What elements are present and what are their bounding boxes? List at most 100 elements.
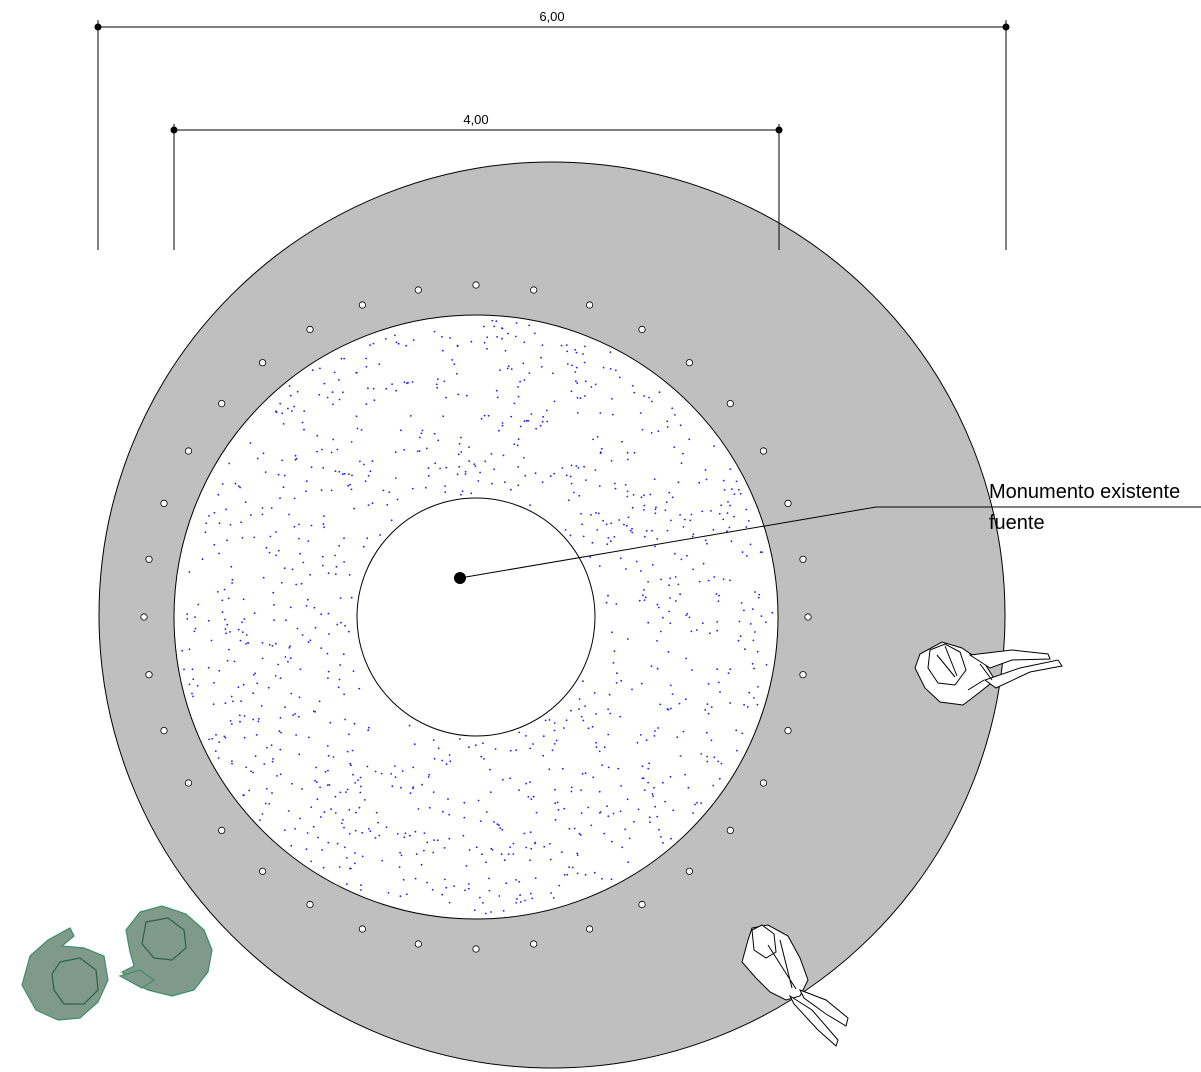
planting-dot — [729, 668, 732, 671]
planting-dot — [326, 652, 329, 655]
planting-dot — [710, 706, 713, 708]
planting-dot — [386, 504, 389, 506]
planting-dot — [509, 749, 512, 752]
planting-dot — [258, 718, 260, 720]
planting-dot — [309, 573, 311, 576]
planting-dot — [712, 528, 715, 531]
planting-dot — [566, 363, 569, 365]
planting-dot — [614, 487, 617, 490]
planting-dot — [483, 414, 486, 417]
planting-dot — [615, 603, 618, 605]
planting-dot — [677, 481, 680, 484]
planting-dot — [224, 628, 227, 630]
planting-dot — [532, 743, 534, 745]
planting-dot — [540, 356, 542, 359]
planting-dot — [516, 444, 519, 447]
planting-dot — [359, 776, 362, 779]
planting-dot — [609, 712, 612, 715]
planting-dot — [574, 348, 576, 351]
planting-dot — [571, 866, 574, 869]
planting-dot — [225, 632, 228, 635]
planting-dot — [366, 765, 369, 768]
planting-dot — [728, 526, 731, 529]
planting-dot — [668, 491, 671, 494]
planting-dot — [211, 738, 214, 740]
planting-dot — [522, 456, 525, 459]
planting-dot — [566, 873, 569, 876]
planting-dot — [543, 845, 546, 848]
planting-dot — [517, 484, 520, 487]
planting-dot — [285, 619, 287, 622]
planting-dot — [554, 788, 556, 791]
planting-dot — [718, 681, 720, 684]
planting-dot — [605, 601, 608, 604]
planting-dot — [226, 659, 229, 662]
planting-dot — [363, 799, 366, 801]
planting-dot — [523, 832, 526, 835]
planting-dot — [695, 629, 698, 631]
planting-dot — [227, 597, 230, 600]
planting-dot — [643, 789, 646, 791]
planting-dot — [525, 735, 527, 737]
planting-dot — [293, 497, 296, 500]
planting-dot — [413, 743, 416, 746]
planting-dot — [448, 813, 451, 816]
planting-dot — [614, 482, 616, 485]
bollard — [685, 867, 694, 875]
planting-dot — [274, 675, 277, 677]
dimension-outer-label: 6,00 — [539, 9, 564, 24]
planting-dot — [215, 733, 217, 736]
planting-dot — [648, 762, 650, 765]
planting-dot — [707, 712, 710, 715]
planting-dot — [619, 810, 622, 813]
planting-dot — [210, 639, 213, 642]
planting-dot — [691, 535, 694, 538]
planting-dot — [553, 743, 556, 745]
planting-dot — [706, 755, 709, 758]
planting-dot — [555, 739, 558, 742]
planting-dot — [495, 389, 498, 392]
planting-dot — [218, 552, 221, 555]
planting-dot — [369, 830, 372, 833]
planting-dot — [739, 492, 742, 495]
planting-dot — [616, 672, 618, 675]
planting-dot — [208, 738, 211, 741]
planting-dot — [337, 686, 340, 689]
planting-dot — [193, 630, 196, 633]
planting-dot — [295, 734, 297, 736]
planting-dot — [223, 735, 226, 738]
planting-dot — [263, 763, 266, 765]
planting-dot — [298, 715, 300, 718]
planting-dot — [361, 855, 364, 858]
planting-dot — [275, 531, 277, 533]
planting-dot — [395, 389, 397, 392]
planting-dot — [667, 708, 670, 711]
planting-dot — [355, 415, 358, 418]
planting-dot — [669, 577, 672, 580]
planting-dot — [427, 467, 430, 469]
planting-dot — [343, 537, 345, 540]
planting-dot — [302, 561, 305, 564]
planting-dot — [294, 828, 296, 830]
planting-dot — [748, 691, 751, 694]
planting-dot — [486, 336, 489, 339]
planting-dot — [374, 837, 377, 839]
planting-dot — [279, 402, 282, 405]
planting-dot — [641, 765, 644, 768]
planting-dot — [342, 391, 344, 394]
planting-dot — [453, 363, 456, 365]
planting-dot — [576, 397, 579, 399]
planting-dot — [484, 460, 487, 463]
planting-dot — [698, 580, 701, 583]
planting-dot — [208, 515, 210, 517]
planting-dot — [529, 781, 531, 783]
planting-dot — [493, 821, 495, 823]
planting-dot — [306, 598, 309, 601]
planting-dot — [350, 867, 352, 870]
planting-dot — [395, 341, 398, 344]
planting-dot — [576, 852, 579, 855]
planting-dot — [598, 790, 601, 793]
planting-dot — [534, 842, 536, 845]
planting-dot — [631, 688, 633, 691]
planting-dot — [686, 554, 688, 557]
